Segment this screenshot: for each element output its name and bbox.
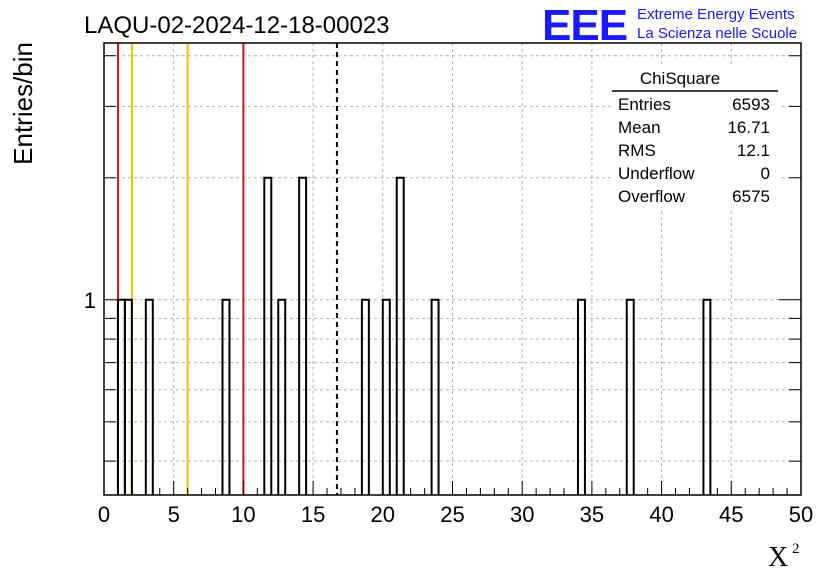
stats-row-value: 6575 bbox=[732, 187, 770, 206]
eee-logo: EEE bbox=[542, 1, 627, 50]
histogram-bar bbox=[298, 176, 308, 495]
stats-box: ChiSquare Entries 6593 Mean 16.71 RMS 12.1 Und… bbox=[612, 67, 780, 207]
stats-row-label: RMS bbox=[618, 141, 656, 160]
histogram-bar bbox=[625, 298, 635, 495]
x-axis-label-superscript: 2 bbox=[792, 541, 800, 557]
x-tick-label: 50 bbox=[789, 502, 813, 527]
histogram-bar bbox=[576, 298, 586, 495]
stats-row-value: 0 bbox=[761, 164, 770, 183]
grid-lines bbox=[104, 43, 801, 495]
x-axis-label-main: X bbox=[768, 542, 788, 572]
stats-row-label: Mean bbox=[618, 118, 661, 137]
x-tick-label: 25 bbox=[440, 502, 464, 527]
stats-row-value: 6593 bbox=[732, 95, 770, 114]
histogram-bar bbox=[221, 298, 231, 495]
histogram-bar bbox=[277, 298, 287, 495]
x-tick-label: 20 bbox=[371, 502, 395, 527]
histogram-bar bbox=[116, 298, 126, 495]
stats-row-label: Entries bbox=[618, 95, 671, 114]
y-tick-label: 1 bbox=[84, 288, 96, 313]
stats-title: ChiSquare bbox=[640, 69, 720, 88]
reference-lines bbox=[116, 43, 338, 495]
x-tick-label: 15 bbox=[301, 502, 325, 527]
stats-row-label: Underflow bbox=[618, 164, 695, 183]
histogram-bar bbox=[395, 176, 405, 495]
x-tick-label: 45 bbox=[719, 502, 743, 527]
y-axis-label: Entries/bin bbox=[8, 42, 38, 165]
x-tick-label: 10 bbox=[231, 502, 255, 527]
x-axis-label: X 2 bbox=[768, 541, 800, 572]
axis-ticks: 0 5 10 15 20 25 30 35 40 45 50 1 bbox=[84, 55, 813, 527]
logo-line-2: La Scienza nelle Scuole bbox=[637, 25, 797, 42]
stats-row-value: 12.1 bbox=[737, 141, 770, 160]
histogram-bar bbox=[123, 298, 133, 495]
histogram-bar bbox=[430, 298, 440, 495]
x-tick-label: 40 bbox=[649, 502, 673, 527]
histogram-bar bbox=[360, 298, 370, 495]
stats-box-background bbox=[612, 67, 780, 207]
histogram-bar bbox=[381, 298, 391, 495]
histogram-bar bbox=[702, 298, 712, 495]
x-tick-label: 35 bbox=[580, 502, 604, 527]
chart-title: LAQU-02-2024-12-18-00023 bbox=[84, 12, 390, 39]
x-tick-label: 0 bbox=[98, 502, 110, 527]
x-tick-label: 5 bbox=[168, 502, 180, 527]
x-tick-label: 30 bbox=[510, 502, 534, 527]
stats-rows: Entries 6593 Mean 16.71 RMS 12.1 Underflow 0 Ove… bbox=[618, 95, 770, 206]
histogram-bar bbox=[144, 298, 154, 495]
stats-row-value: 16.71 bbox=[727, 118, 770, 137]
histogram-bars bbox=[116, 176, 712, 495]
stats-row-label: Overflow bbox=[618, 187, 686, 206]
histogram-bar bbox=[263, 176, 273, 495]
logo-line-1: Extreme Energy Events bbox=[637, 6, 795, 23]
